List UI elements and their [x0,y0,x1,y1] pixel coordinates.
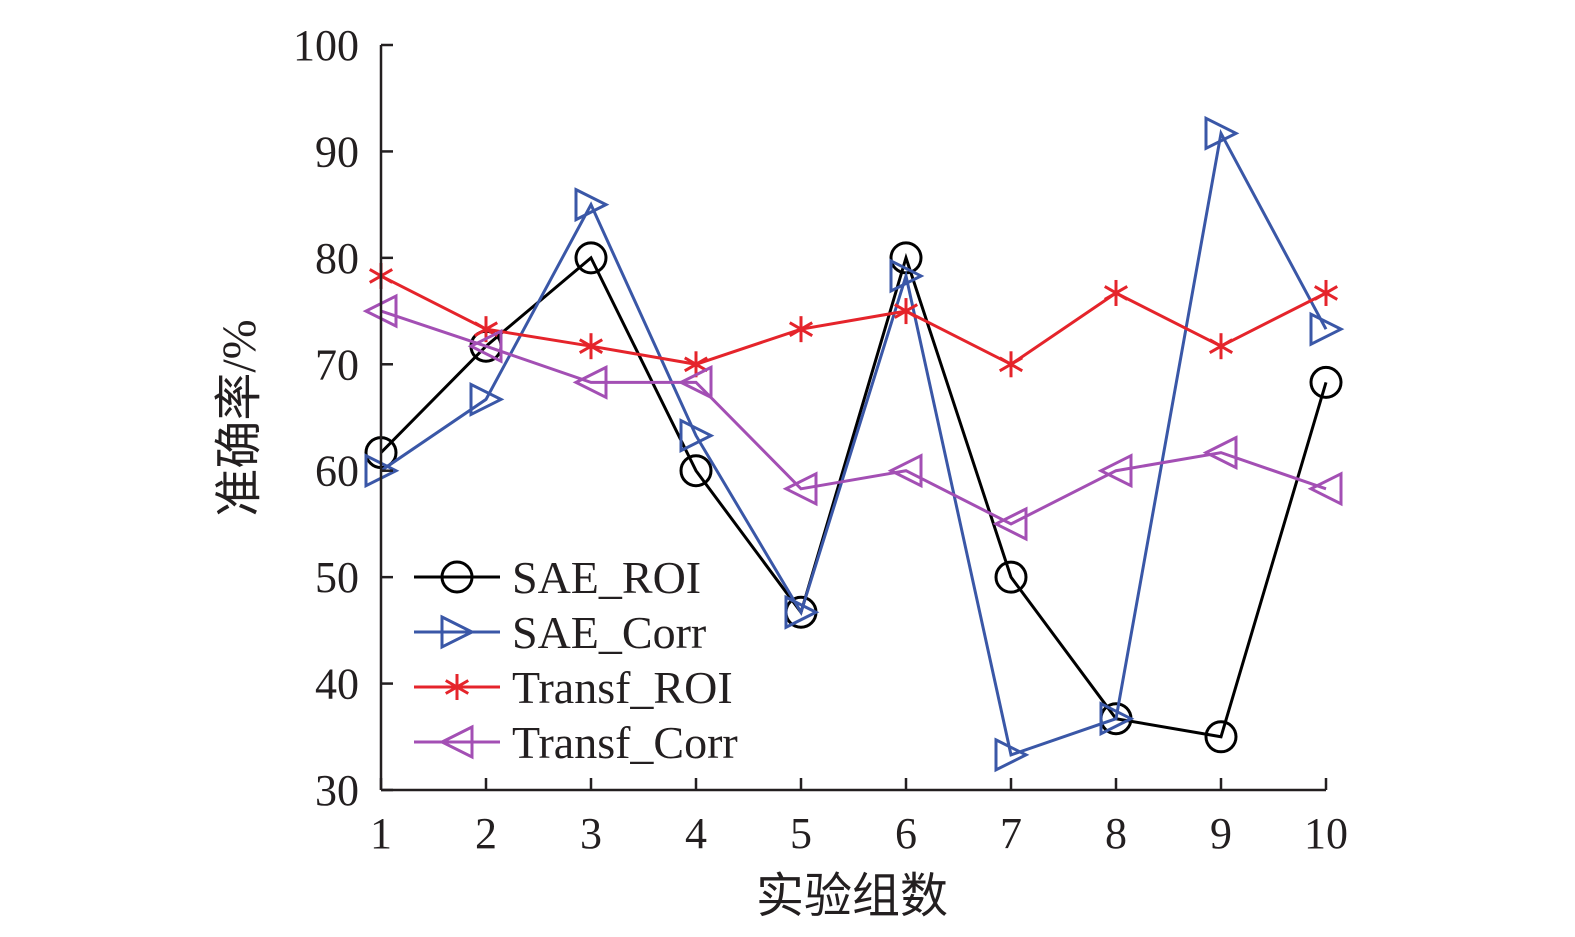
legend-label: SAE_ROI [512,552,701,603]
data-point-transf-roi-5 [788,316,814,343]
data-point-transf-corr-4 [677,364,713,400]
x-tick-label-9: 9 [1210,809,1232,858]
x-axis-label: 实验组数 [756,870,948,923]
legend-item-sae-roi: SAE_ROI [414,552,701,603]
data-point-transf-corr-2 [467,328,503,364]
legend-marker [440,560,474,594]
x-tick-label-10: 10 [1304,809,1348,858]
data-point-transf-roi-9 [1208,333,1234,360]
x-tick-label-3: 3 [580,809,602,858]
data-point-sae-corr-6 [889,258,925,294]
data-point-sae-roi-9 [1204,720,1238,754]
data-point-transf-corr-7 [992,506,1028,542]
y-tick-label-100: 100 [293,21,359,70]
data-point-transf-roi-7 [998,351,1024,378]
data-point-sae-corr-8 [1099,701,1135,737]
data-point-transf-roi-3 [578,333,604,360]
legend-item-transf-roi: Transf_ROI [414,662,733,713]
data-point-sae-corr-3 [574,187,610,223]
data-point-transf-corr-3 [572,364,608,400]
y-axis-label: 准确率/% [213,319,266,516]
legend-marker [444,674,470,700]
legend-label: Transf_Corr [512,717,738,768]
legend-item-sae-corr: SAE_Corr [414,607,706,658]
data-point-sae-corr-5 [784,594,820,630]
data-point-transf-roi-4 [683,351,709,378]
x-tick-label-7: 7 [1000,809,1022,858]
data-point-transf-roi-10 [1313,279,1339,306]
x-tick-label-4: 4 [685,809,707,858]
x-tick-label-6: 6 [895,809,917,858]
x-tick-label-2: 2 [475,809,497,858]
data-point-transf-corr-10 [1307,471,1343,507]
data-point-transf-corr-9 [1202,435,1238,471]
data-point-sae-corr-7 [994,737,1030,773]
legend-item-transf-corr: Transf_Corr [414,717,738,768]
y-tick-label-50: 50 [315,553,359,602]
x-tick-label-1: 1 [370,809,392,858]
data-point-sae-corr-2 [469,381,505,417]
data-point-sae-roi-3 [574,241,608,275]
data-point-sae-roi-10 [1309,365,1343,399]
y-tick-label-40: 40 [315,660,359,709]
y-tick-label-70: 70 [315,340,359,389]
legend-label: Transf_ROI [512,662,733,713]
series-line-transf-roi [380,274,1327,367]
y-tick-label-90: 90 [315,127,359,176]
plot-area [362,115,1345,773]
data-point-sae-corr-9 [1204,115,1240,151]
y-tick-label-30: 30 [315,766,359,815]
data-point-transf-corr-8 [1097,453,1133,489]
data-point-sae-roi-7 [994,560,1028,594]
y-tick-label-60: 60 [315,447,359,496]
data-point-sae-corr-10 [1309,311,1345,347]
data-point-sae-roi-4 [679,454,713,488]
data-point-transf-roi-6 [893,298,919,325]
legend-marker [438,724,474,760]
series-transf-corr [362,293,1343,542]
y-tick-label-80: 80 [315,234,359,283]
legend-label: SAE_Corr [512,607,706,658]
series-sae-corr [364,115,1345,773]
data-point-transf-roi-8 [1103,279,1129,306]
data-point-sae-corr-4 [679,418,715,454]
x-tick-label-5: 5 [790,809,812,858]
data-point-transf-corr-5 [782,471,818,507]
legend-marker [440,614,476,650]
series-line-sae-corr [380,128,1328,757]
data-point-transf-corr-6 [887,453,923,489]
axes: 30 40 50 60 70 80 90 100 1 2 3 4 5 6 7 8 9 10 [293,21,1348,858]
x-tick-label-8: 8 [1105,809,1127,858]
series-line-transf-corr [380,309,1327,526]
